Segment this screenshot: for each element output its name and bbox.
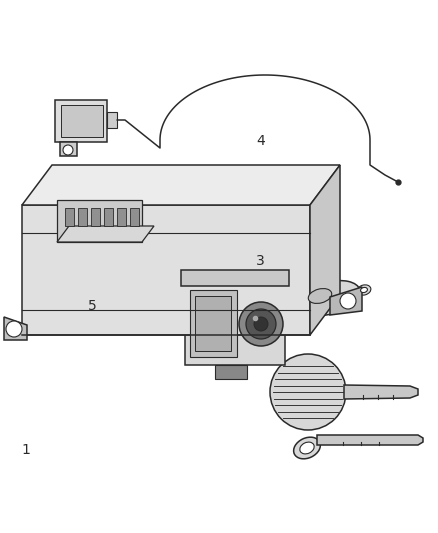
Ellipse shape: [357, 285, 371, 295]
Ellipse shape: [300, 442, 314, 454]
Polygon shape: [61, 105, 103, 137]
Polygon shape: [215, 365, 247, 379]
Ellipse shape: [335, 296, 353, 308]
Polygon shape: [104, 208, 113, 226]
Text: 1: 1: [22, 443, 31, 457]
Polygon shape: [57, 226, 154, 242]
Circle shape: [340, 293, 356, 309]
Polygon shape: [130, 208, 139, 226]
Circle shape: [270, 354, 346, 430]
Polygon shape: [55, 100, 107, 142]
Polygon shape: [117, 208, 126, 226]
Text: 3: 3: [256, 254, 265, 268]
Polygon shape: [60, 142, 77, 156]
Circle shape: [254, 317, 268, 331]
Ellipse shape: [360, 287, 367, 293]
Circle shape: [246, 309, 276, 339]
Ellipse shape: [308, 288, 332, 303]
Ellipse shape: [300, 280, 360, 316]
Polygon shape: [22, 165, 340, 205]
Polygon shape: [91, 208, 100, 226]
Polygon shape: [330, 287, 362, 315]
Polygon shape: [22, 205, 310, 335]
Polygon shape: [57, 200, 142, 242]
Polygon shape: [107, 112, 117, 128]
Polygon shape: [310, 165, 340, 335]
Polygon shape: [181, 270, 289, 286]
Polygon shape: [4, 317, 27, 340]
Polygon shape: [195, 296, 231, 351]
Text: 2: 2: [256, 321, 265, 335]
Circle shape: [63, 145, 73, 155]
Circle shape: [239, 302, 283, 346]
Polygon shape: [344, 385, 418, 399]
Polygon shape: [65, 208, 74, 226]
Text: 5: 5: [88, 300, 96, 313]
Text: 4: 4: [256, 134, 265, 148]
Polygon shape: [185, 280, 285, 365]
Polygon shape: [78, 208, 87, 226]
Polygon shape: [317, 435, 423, 445]
Circle shape: [6, 321, 22, 337]
Polygon shape: [190, 290, 237, 357]
Ellipse shape: [293, 437, 320, 459]
